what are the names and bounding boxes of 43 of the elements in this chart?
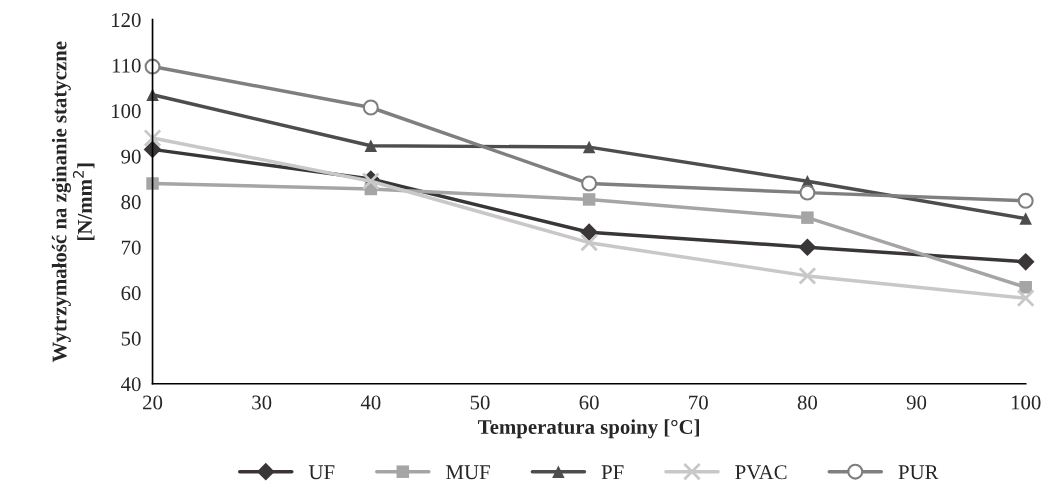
- x-axis-title: Temperatura spoiny [°C]: [478, 419, 699, 439]
- point: [581, 175, 598, 192]
- legend-label: PUR: [898, 465, 939, 480]
- point: [1017, 192, 1034, 209]
- legend-label: PF: [601, 465, 624, 479]
- point: [798, 238, 817, 257]
- point: [580, 223, 598, 242]
- x-tick-label: 100: [1011, 395, 1041, 410]
- point: [143, 128, 162, 148]
- point: [364, 139, 378, 152]
- legend-label: MUF: [446, 465, 490, 480]
- y-tick-label: 100: [112, 104, 141, 119]
- y-tick-label: 80: [121, 195, 141, 210]
- point: [362, 99, 379, 116]
- point: [144, 58, 161, 75]
- point: [1016, 252, 1035, 271]
- x-tick-label: 90: [906, 395, 927, 410]
- legend-label: UF: [308, 465, 335, 480]
- y-tick-label: 40: [121, 377, 141, 392]
- point: [580, 233, 599, 252]
- y-tick-label: 60: [121, 286, 141, 301]
- x-tick-label: 50: [470, 395, 490, 410]
- point: [799, 184, 816, 201]
- x-tick-label: 30: [252, 395, 272, 410]
- y-tick-label: 70: [121, 240, 141, 255]
- x-tick-label: 80: [797, 395, 818, 410]
- y-tick-label: 90: [121, 149, 141, 164]
- point: [582, 193, 596, 206]
- legend-label: PVAC: [735, 465, 787, 480]
- y-tick-label: 110: [112, 58, 141, 73]
- y-tick-label: 50: [121, 331, 141, 346]
- point: [1016, 289, 1035, 308]
- point: [801, 211, 814, 224]
- y-tick-label: 120: [112, 13, 141, 28]
- x-tick-label: 70: [689, 395, 708, 410]
- x-tick-label: 20: [143, 395, 163, 410]
- point: [146, 177, 159, 190]
- y-axis-title: Wytrzymałość na zginanie statyczne [N/mm$^{2}$]: [51, 41, 95, 363]
- point: [1019, 212, 1032, 225]
- point: [582, 140, 596, 154]
- x-tick-label: 60: [579, 395, 599, 410]
- x-tick-label: 40: [360, 395, 381, 410]
- point: [798, 266, 817, 285]
